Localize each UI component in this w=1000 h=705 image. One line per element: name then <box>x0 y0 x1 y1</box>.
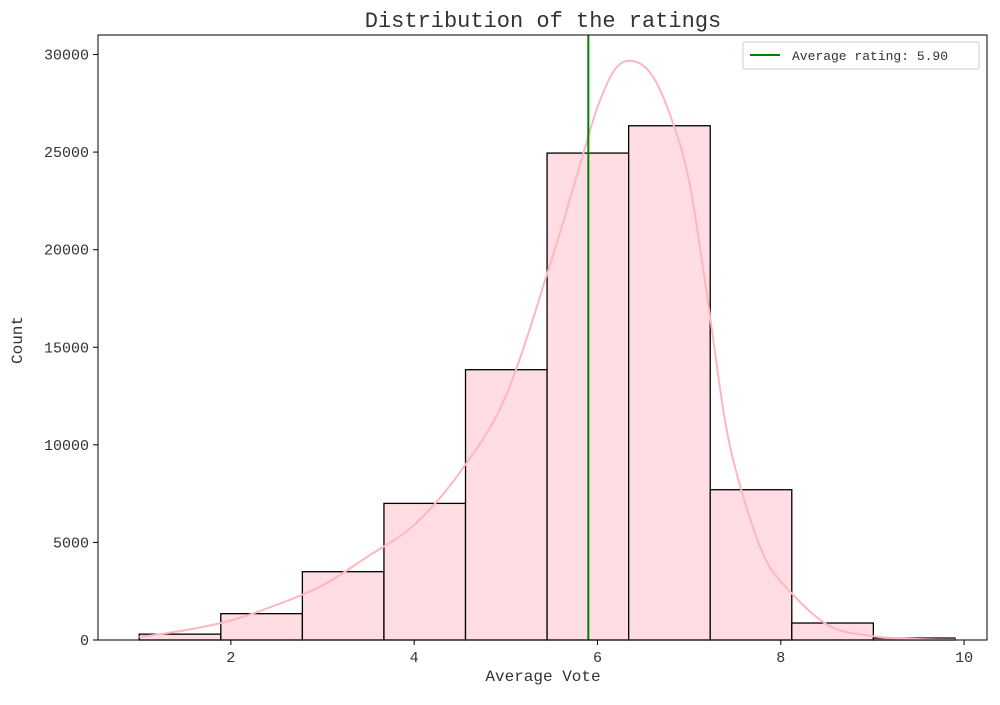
x-tick-label-8: 8 <box>776 650 785 667</box>
y-tick-label-10000: 10000 <box>44 438 89 455</box>
y-tick-label-15000: 15000 <box>44 340 89 357</box>
histogram-bar-5 <box>464 369 548 641</box>
kde-layer <box>139 59 955 641</box>
ticks-layer: 2 4 6 8 10 0 5000 10000 15000 20000 25000 30000 <box>44 48 973 667</box>
kde-density-curve <box>139 59 955 641</box>
y-tick-label-30000: 30000 <box>44 48 89 65</box>
chart-title: Distribution of the ratings <box>365 9 721 34</box>
x-axis-label: Average Vote <box>485 668 600 686</box>
legend-label-average-rating: Average rating: 5.90 <box>792 49 948 64</box>
x-tick-label-4: 4 <box>410 650 419 667</box>
histogram-bar-9 <box>791 622 875 641</box>
legend-box <box>742 41 980 70</box>
x-tick-label-10: 10 <box>955 650 973 667</box>
bars-layer <box>138 125 956 641</box>
histogram-bar-4 <box>383 502 467 641</box>
y-tick-label-0: 0 <box>80 633 89 650</box>
y-axis-label: Count <box>9 316 27 364</box>
y-tick-label-25000: 25000 <box>44 145 89 162</box>
axes-layer <box>97 34 988 641</box>
x-tick-label-6: 6 <box>593 650 602 667</box>
plot-frame <box>97 34 988 641</box>
y-tick-label-5000: 5000 <box>53 535 89 552</box>
histogram-bar-8 <box>709 489 793 641</box>
y-tick-label-20000: 20000 <box>44 243 89 260</box>
legend: Average rating: 5.90 <box>742 41 980 70</box>
histogram-bar-7 <box>628 125 711 641</box>
x-tick-label-2: 2 <box>226 650 235 667</box>
histogram-bar-3 <box>301 571 385 641</box>
histogram-bar-2 <box>220 613 304 641</box>
